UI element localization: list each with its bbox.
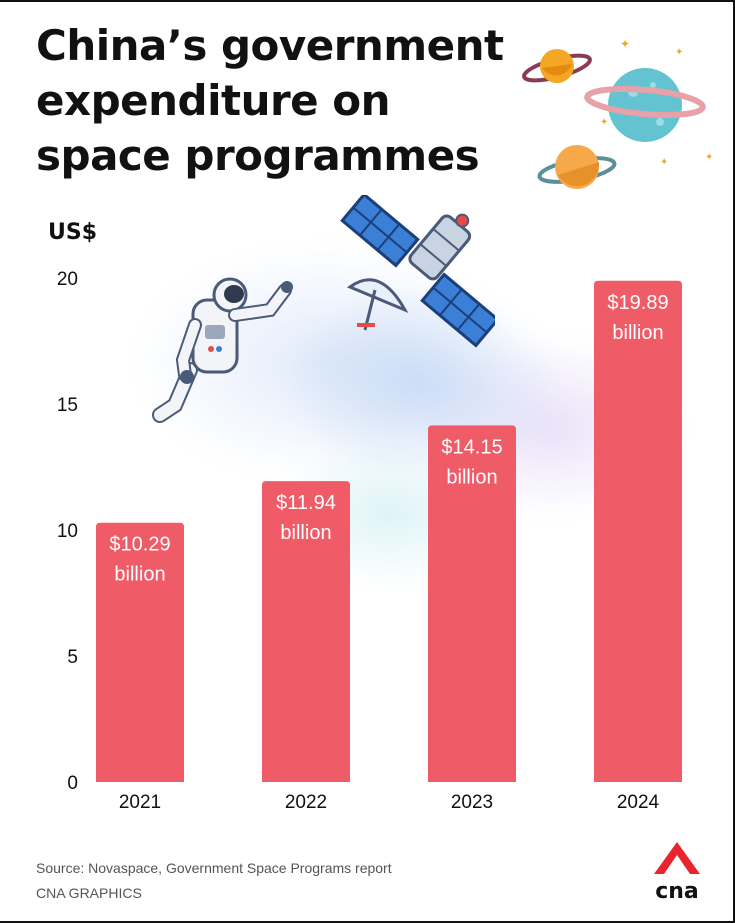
x-tick-label: 2021	[119, 792, 161, 813]
satellite-icon	[340, 195, 495, 348]
cna-logo-text: cna	[655, 879, 699, 902]
bar-data-label: billion	[612, 322, 663, 344]
bottom-border	[0, 921, 735, 923]
svg-text:✦: ✦	[600, 117, 608, 128]
bar-data-label: $14.15	[441, 436, 502, 458]
y-tick-label: 20	[57, 269, 78, 290]
bar-data-label: billion	[446, 466, 497, 488]
bar-data-label: $19.89	[607, 292, 668, 314]
source-note: Source: Novaspace, Government Space Prog…	[36, 860, 392, 876]
bar	[594, 280, 682, 782]
page-title: China’s government expenditure on space …	[36, 21, 504, 180]
x-tick-label: 2024	[617, 792, 660, 813]
y-tick-label: 0	[67, 773, 78, 794]
y-tick-label: 15	[57, 395, 78, 416]
bar	[262, 481, 350, 782]
astronaut-icon	[152, 277, 293, 423]
y-axis-unit-label: US$	[48, 220, 98, 245]
right-border	[733, 0, 735, 923]
y-axis: 0 5 10 15 20	[57, 269, 78, 794]
svg-text:✦: ✦	[620, 37, 630, 51]
bar	[428, 425, 516, 782]
graphics-credit: CNA GRAPHICS	[36, 885, 142, 901]
bar-data-label: billion	[280, 522, 331, 544]
bars: $10.29 billion $11.94 billion $14.15 billion $…	[96, 280, 682, 782]
bar	[96, 522, 184, 782]
bar-data-label: billion	[114, 564, 165, 586]
svg-text:✦: ✦	[705, 152, 713, 163]
svg-text:✦: ✦	[675, 47, 683, 58]
y-tick-label: 5	[67, 647, 78, 668]
cna-logo: cna	[654, 842, 700, 902]
x-axis: 2021 2022 2023 2024	[119, 792, 660, 813]
x-tick-label: 2023	[451, 792, 493, 813]
top-border	[0, 0, 735, 2]
bar-data-label: $11.94	[276, 492, 336, 514]
planets-icon: ✦ ✦ ✦ ✦ ✦	[522, 37, 713, 189]
y-tick-label: 10	[57, 521, 78, 542]
svg-text:✦: ✦	[660, 157, 668, 168]
x-tick-label: 2022	[285, 792, 327, 813]
bar-data-label: $10.29	[109, 534, 170, 556]
